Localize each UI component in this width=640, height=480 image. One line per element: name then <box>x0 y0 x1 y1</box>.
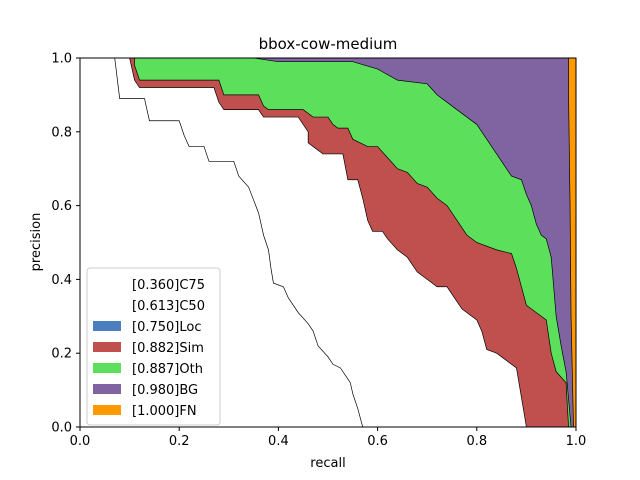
chart-title: bbox-cow-medium <box>259 35 398 53</box>
legend-swatch <box>93 279 121 289</box>
y-tick-label: 0.2 <box>51 347 72 362</box>
legend-label: [0.980]BG <box>132 383 198 398</box>
y-axis-ticks: 0.0 0.2 0.4 0.6 0.8 1.0 <box>51 52 80 436</box>
y-tick-label: 0.8 <box>51 125 72 140</box>
y-tick-label: 0.6 <box>51 199 72 214</box>
legend-swatch <box>93 384 121 394</box>
plot-frame <box>79 57 577 428</box>
legend-label: [0.750]Loc <box>132 320 201 335</box>
legend-swatch <box>93 363 121 373</box>
legend-label: [0.882]Sim <box>132 341 204 356</box>
curve-0-360-c75 <box>80 57 364 428</box>
y-tick-label: 0.0 <box>51 421 72 436</box>
legend-label: [0.613]C50 <box>132 299 205 314</box>
y-tick-label: 0.4 <box>51 273 72 288</box>
x-tick-label: 0.8 <box>466 434 487 449</box>
legend-swatch <box>93 405 121 415</box>
legend-label: [0.360]C75 <box>132 278 205 293</box>
curve-0-882-sim <box>80 57 569 428</box>
legend-swatch <box>93 300 121 310</box>
legend-swatch <box>93 321 121 331</box>
legend-label: [0.887]Oth <box>132 362 203 377</box>
legend-label: [1.000]FN <box>132 404 197 419</box>
curve-0-613-c50 <box>80 57 527 428</box>
x-tick-label: 0.2 <box>169 434 190 449</box>
x-tick-label: 0.4 <box>268 434 289 449</box>
x-tick-label: 0.6 <box>367 434 388 449</box>
curve-0-887-oth <box>80 57 572 428</box>
x-tick-label: 1.0 <box>566 434 587 449</box>
y-axis-label: precision <box>29 213 44 272</box>
x-axis-label: recall <box>310 456 345 471</box>
y-tick-label: 1.0 <box>51 52 72 67</box>
legend: [0.360]C75 [0.613]C50 [0.750]Loc [0.882]Sim… <box>86 267 221 426</box>
x-tick-label: 0.0 <box>70 434 91 449</box>
x-axis-ticks: 0.0 0.2 0.4 0.6 0.8 1.0 <box>70 427 587 449</box>
legend-swatch <box>93 342 121 352</box>
